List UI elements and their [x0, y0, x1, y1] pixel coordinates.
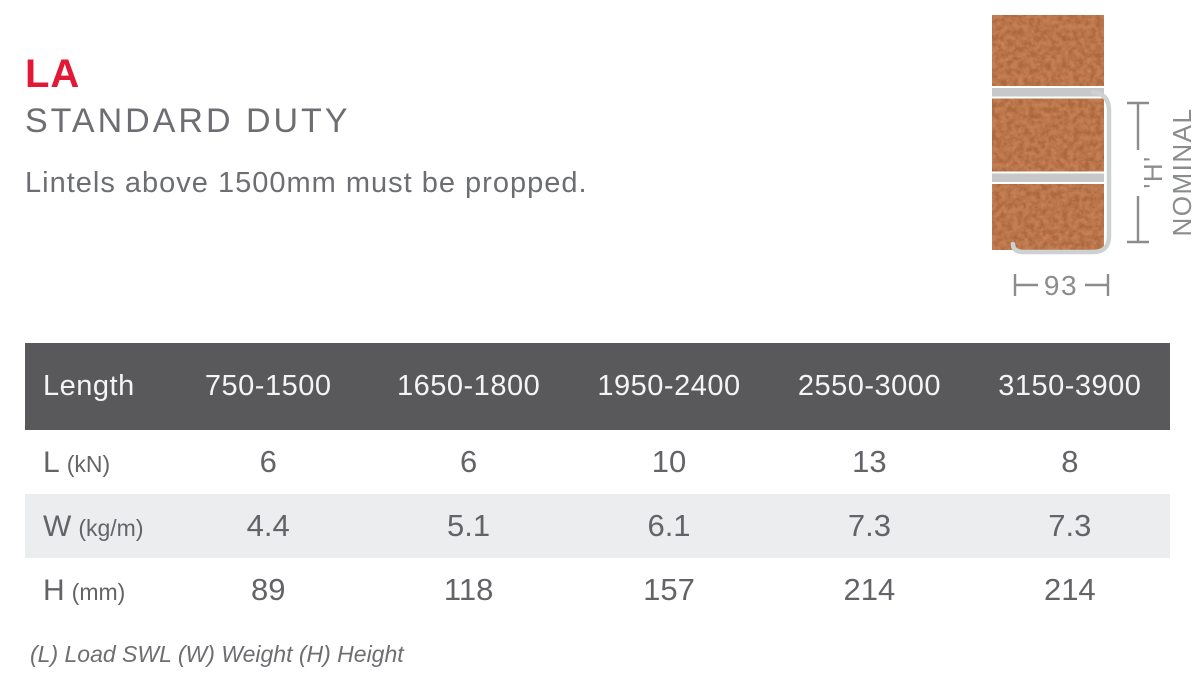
table-row-weight: W (kg/m) 4.4 5.1 6.1 7.3 7.3: [25, 494, 1170, 558]
load-table: Length 750-1500 1650-1800 1950-2400 2550…: [25, 343, 1170, 622]
propping-note: Lintels above 1500mm must be propped.: [25, 167, 588, 199]
value-cell: 7.3: [847, 508, 891, 543]
brick-course-3: [992, 184, 1104, 250]
product-code: LA: [25, 52, 81, 96]
value-cell: 6: [459, 444, 478, 479]
row-label: L: [43, 446, 60, 479]
value-cell: 13: [852, 444, 887, 479]
row-label: H: [43, 574, 65, 607]
height-dimension-label: 'H' NOMINAL: [1138, 108, 1197, 237]
column-header-3150-3900: 3150-3900: [998, 370, 1142, 402]
mortar-joint-2: [992, 173, 1104, 182]
value-cell: 6: [259, 444, 277, 479]
row-label-load: L (kN): [25, 444, 168, 480]
table-header-row: Length 750-1500 1650-1800 1950-2400 2550…: [25, 343, 1170, 430]
mortar-joint-1: [992, 88, 1104, 97]
value-cell: 4.4: [246, 508, 290, 543]
brick-course-2: [992, 98, 1104, 172]
width-dimension-label: 93: [1044, 270, 1078, 301]
value-cell: 89: [250, 572, 286, 607]
value-cell: 118: [443, 572, 494, 607]
value-cell: 157: [643, 572, 695, 607]
brick-course-1: [992, 15, 1104, 86]
row-unit-label: (mm): [71, 579, 126, 605]
row-label-height: H (mm): [25, 572, 168, 608]
row-label-weight: W (kg/m): [25, 508, 168, 544]
row-unit-label: (kN): [66, 451, 111, 477]
width-dimension-line: [1013, 274, 1110, 296]
table-row-height: H (mm) 89 118 157 214 214: [25, 558, 1170, 622]
column-header-750-1500: 750-1500: [204, 370, 332, 402]
row-unit-label: (kg/m): [78, 515, 144, 541]
value-cell: 6.1: [647, 508, 691, 543]
column-header-1950-2400: 1950-2400: [597, 370, 741, 402]
column-header-2550-3000: 2550-3000: [797, 370, 942, 402]
value-cell: 10: [651, 444, 687, 479]
value-cell: 214: [843, 572, 896, 607]
h-nominal-text-line2: NOMINAL: [1167, 108, 1197, 237]
table-footnote: (L) Load SWL (W) Weight (H) Height: [30, 641, 404, 667]
column-header-1650-1800: 1650-1800: [397, 370, 541, 402]
steel-angle-lintel: [1010, 89, 1112, 255]
value-cell: 7.3: [1048, 508, 1092, 543]
page-title: STANDARD DUTY: [25, 102, 351, 140]
value-cell: 8: [1061, 444, 1079, 479]
h-nominal-text-line1: 'H': [1138, 155, 1168, 188]
row-label: W: [43, 510, 72, 543]
table-row-load: L (kN) 6 6 10 13 8: [25, 430, 1170, 494]
height-dimension-line: [1127, 101, 1149, 244]
brick-masonry: [992, 15, 1104, 250]
lintel-diagram: 'H' NOMINAL 93: [992, 15, 1197, 301]
column-header-length: Length: [43, 370, 135, 402]
value-cell: 5.1: [447, 508, 491, 543]
value-cell: 214: [1043, 572, 1096, 607]
